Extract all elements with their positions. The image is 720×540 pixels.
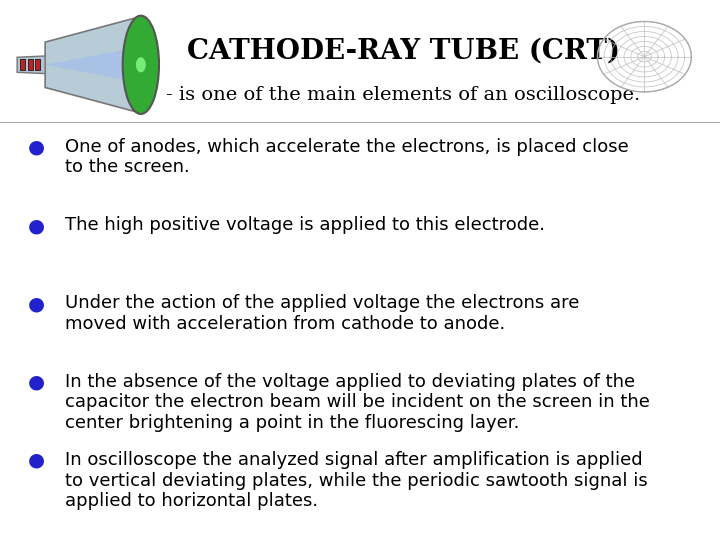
Text: One of anodes, which accelerate the electrons, is placed close
to the screen.: One of anodes, which accelerate the elec… <box>65 138 629 177</box>
Text: In oscilloscope the analyzed signal after amplification is applied
to vertical d: In oscilloscope the analyzed signal afte… <box>65 451 647 510</box>
Text: ●: ● <box>27 373 45 392</box>
Text: - is one of the main elements of an oscilloscope.: - is one of the main elements of an osci… <box>166 86 640 104</box>
Polygon shape <box>45 17 139 113</box>
Text: In the absence of the voltage applied to deviating plates of the
capacitor the e: In the absence of the voltage applied to… <box>65 373 649 432</box>
Text: ●: ● <box>27 294 45 313</box>
Text: ●: ● <box>27 451 45 470</box>
FancyBboxPatch shape <box>35 59 40 71</box>
Polygon shape <box>17 56 45 73</box>
Text: CATHODE-RAY TUBE (CRT): CATHODE-RAY TUBE (CRT) <box>186 38 620 65</box>
Ellipse shape <box>122 16 159 114</box>
Text: ●: ● <box>27 216 45 235</box>
FancyBboxPatch shape <box>28 59 33 71</box>
Text: Under the action of the applied voltage the electrons are
moved with acceleratio: Under the action of the applied voltage … <box>65 294 579 333</box>
Polygon shape <box>45 49 132 81</box>
Ellipse shape <box>136 57 145 72</box>
Text: ●: ● <box>27 138 45 157</box>
FancyBboxPatch shape <box>20 59 25 71</box>
Text: The high positive voltage is applied to this electrode.: The high positive voltage is applied to … <box>65 216 545 234</box>
